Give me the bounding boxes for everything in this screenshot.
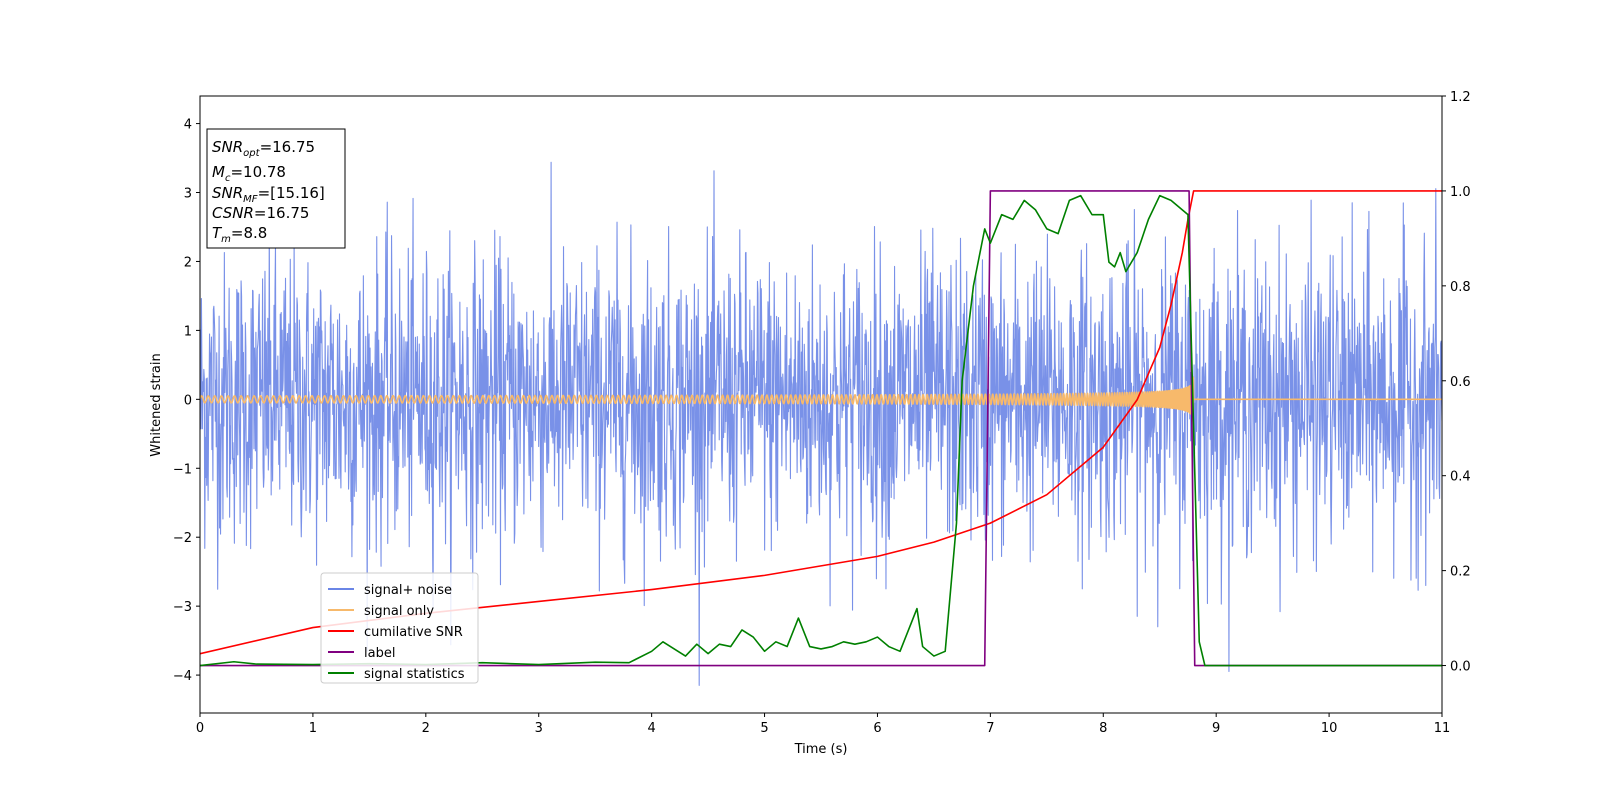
legend-label: signal only [364, 604, 434, 619]
legend-frame [320, 572, 479, 684]
y-tick-label: 3 [184, 187, 192, 202]
x-tick-label: 11 [1434, 721, 1451, 736]
x-tick-label: 0 [196, 721, 204, 736]
y-tick-label: 4 [184, 118, 192, 133]
y-tick-label: −3 [173, 600, 192, 615]
y-tick-label: 0 [184, 393, 192, 408]
info-snr-opt: SNRopt=16.75 [212, 138, 315, 159]
info-box-frame [206, 128, 346, 249]
legend-label: label [364, 646, 395, 661]
y-tick-label: −4 [173, 669, 192, 684]
y-tick-label: 2 [184, 255, 192, 270]
y-tick-label: −2 [173, 531, 192, 546]
info-snr-mf: SNRMF=[15.16] [212, 184, 325, 205]
series-line-0 [200, 161, 1442, 686]
y2-tick-label: 0.0 [1450, 660, 1471, 675]
series-line-4 [200, 194, 1442, 667]
info-mc: Mc=10.78 [212, 163, 286, 184]
legend: signal+ noise signal only cumilative SNR la… [320, 572, 479, 684]
legend-label: cumilative SNR [364, 625, 463, 640]
info-tm: Tm=8.8 [212, 224, 267, 245]
axes-ticks: 0 1 2 3 4 5 6 7 8 9 10 11 −4 −3 −2 −1 0 1 2 3 4 0.0 0.2 0.4 0.6 0… [173, 90, 1471, 736]
legend-label: signal statistics [364, 667, 465, 682]
x-tick-label: 7 [986, 721, 994, 736]
y2-tick-label: 1.2 [1450, 90, 1471, 105]
x-tick-label: 9 [1212, 721, 1220, 736]
y2-tick-label: 0.8 [1450, 280, 1471, 295]
y-axis-title: Whitened strain [149, 353, 164, 456]
x-tick-label: 4 [647, 721, 655, 736]
y2-tick-label: 1.0 [1450, 185, 1471, 200]
x-tick-label: 2 [422, 721, 430, 736]
x-tick-label: 6 [873, 721, 881, 736]
info-csnr: CSNR=16.75 [212, 204, 309, 222]
plot-frame [199, 95, 1443, 714]
plot-area [200, 161, 1442, 686]
y2-tick-label: 0.2 [1450, 565, 1471, 580]
x-tick-label: 3 [535, 721, 543, 736]
x-tick-label: 1 [309, 721, 317, 736]
x-tick-label: 5 [760, 721, 768, 736]
info-box: SNRopt=16.75 Mc=10.78 SNRMF=[15.16] CSNR… [206, 128, 346, 249]
y-tick-label: −1 [173, 462, 192, 477]
y2-tick-label: 0.4 [1450, 470, 1471, 485]
x-tick-label: 10 [1321, 721, 1338, 736]
legend-label: signal+ noise [364, 583, 452, 598]
x-tick-label: 8 [1099, 721, 1107, 736]
y-tick-label: 1 [184, 324, 192, 339]
series-line-1 [200, 376, 1442, 421]
series-line-2 [200, 190, 1442, 655]
x-axis-title: Time (s) [794, 742, 848, 757]
y2-tick-label: 0.6 [1450, 375, 1471, 390]
